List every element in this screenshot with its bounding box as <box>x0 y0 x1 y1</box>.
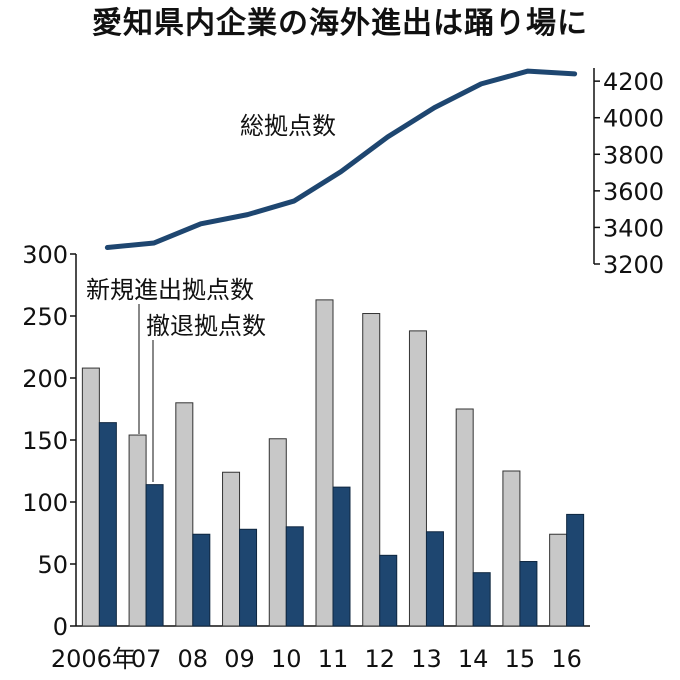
x-axis-tick-label: 09 <box>224 645 255 673</box>
bar-withdrawals <box>285 526 304 627</box>
bar-withdrawals <box>98 422 117 627</box>
x-axis-tick-label: 12 <box>364 645 395 673</box>
x-axis-tick-label: 11 <box>318 645 349 673</box>
x-axis-tick-label: 14 <box>458 645 489 673</box>
series-label-new: 新規進出拠点数 <box>86 276 254 304</box>
right-axis-tick-label: 3600 <box>603 178 664 206</box>
series-label-withdrawals: 撤退拠点数 <box>146 312 266 340</box>
right-axis-tick-label: 4000 <box>603 105 664 133</box>
bar-withdrawals <box>332 486 351 627</box>
x-axis-tick-label: 10 <box>271 645 302 673</box>
series-label-total: 総拠点数 <box>240 112 336 140</box>
left-axis-tick-label: 100 <box>22 489 68 517</box>
right-axis-tick-label: 3800 <box>603 141 664 169</box>
left-axis-tick-label: 300 <box>22 241 68 269</box>
bar-new-entries <box>362 313 381 627</box>
x-axis-tick-label: 07 <box>131 645 162 673</box>
x-axis-tick-label: 2006年 <box>51 645 136 673</box>
bar-withdrawals <box>379 554 398 627</box>
bar-new-entries <box>268 438 287 627</box>
bar-withdrawals <box>192 533 211 627</box>
bar-new-entries <box>222 471 241 627</box>
bar-new-entries <box>502 470 521 627</box>
bar-new-entries <box>175 402 194 627</box>
bar-new-entries <box>81 367 100 627</box>
left-axis-tick-label: 150 <box>22 427 68 455</box>
left-axis-tick-label: 0 <box>53 613 68 641</box>
x-axis-tick-label: 15 <box>505 645 536 673</box>
x-axis-tick-label: 08 <box>178 645 209 673</box>
bar-withdrawals <box>145 484 164 627</box>
bar-withdrawals <box>425 531 444 627</box>
bar-new-entries <box>315 299 334 627</box>
right-axis-tick-label: 3400 <box>603 214 664 242</box>
right-axis-tick-label: 3200 <box>603 251 664 279</box>
x-axis-tick-label: 16 <box>551 645 582 673</box>
bar-withdrawals <box>566 513 585 627</box>
x-axis-tick-label: 13 <box>411 645 442 673</box>
right-axis-tick-label: 4200 <box>603 68 664 96</box>
left-axis-tick-label: 200 <box>22 365 68 393</box>
bar-new-entries <box>549 533 568 627</box>
bar-withdrawals <box>239 528 258 627</box>
bar-new-entries <box>455 408 474 627</box>
line-total-sites <box>104 68 578 251</box>
bar-new-entries <box>128 434 147 627</box>
bar-withdrawals <box>472 572 491 627</box>
left-axis-tick-label: 50 <box>37 551 68 579</box>
bar-withdrawals <box>519 561 538 627</box>
chart-title: 愛知県内企業の海外進出は踊り場に <box>92 6 588 41</box>
left-axis-tick-label: 250 <box>22 303 68 331</box>
bar-new-entries <box>408 330 427 627</box>
